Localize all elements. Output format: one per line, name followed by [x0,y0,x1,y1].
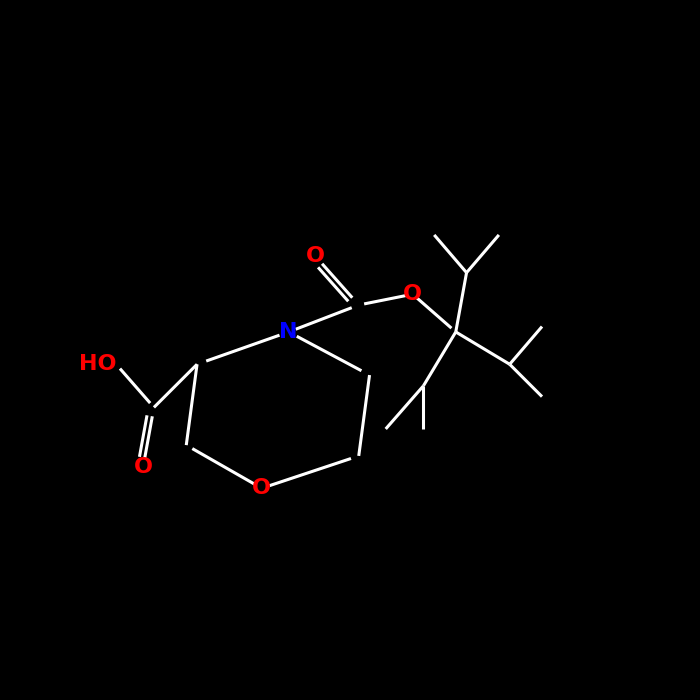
Text: O: O [403,284,422,304]
Text: O: O [134,456,153,477]
Text: HO: HO [78,354,116,374]
Text: O: O [306,246,325,267]
Text: O: O [252,478,271,498]
Text: N: N [279,322,298,342]
